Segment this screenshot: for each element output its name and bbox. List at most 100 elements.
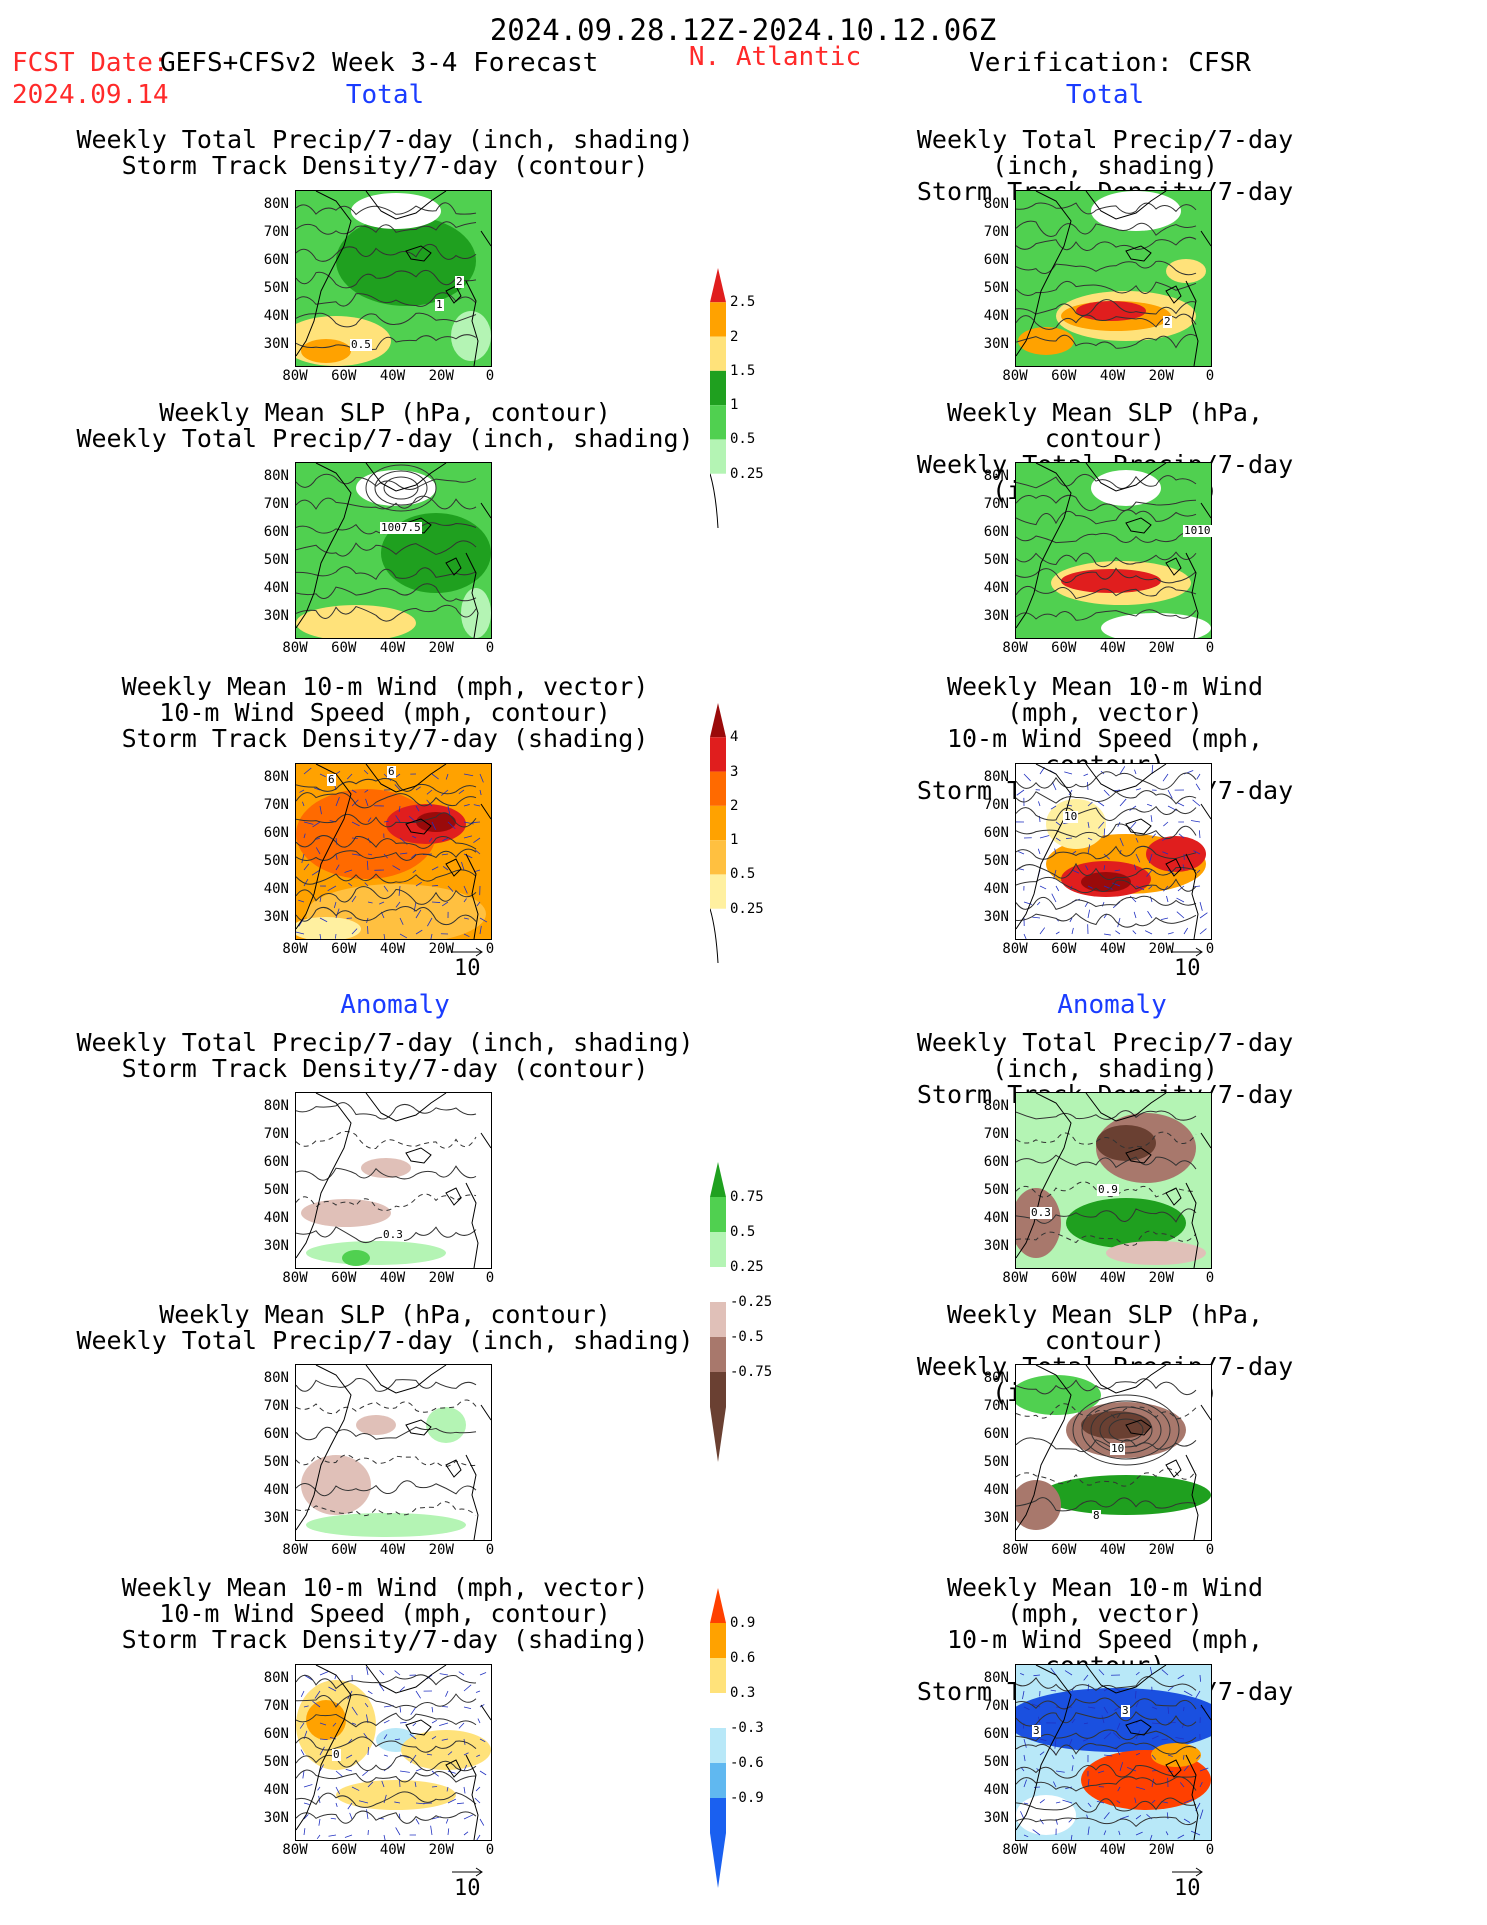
contour-label: 0.5 — [350, 338, 372, 351]
lat-tick-label: 60N — [263, 524, 289, 540]
wind-vector — [1018, 851, 1025, 855]
contour-line — [1016, 567, 1197, 584]
contour-line — [1016, 551, 1197, 568]
coastline-0 — [296, 191, 352, 357]
wind-vector — [1087, 821, 1090, 828]
wind-vector — [475, 1786, 481, 1792]
model-label: GEFS+CFSv2 Week 3-4 Forecast — [160, 48, 599, 78]
wind-vector — [394, 1801, 401, 1804]
contour-line — [296, 1399, 477, 1415]
precip-area — [301, 339, 351, 363]
coastline-4 — [1165, 1459, 1182, 1478]
wind-vector — [319, 1722, 327, 1726]
anomaly-area — [356, 1415, 396, 1435]
lon-tick-label: 40W — [379, 368, 406, 384]
wind-vector — [1103, 885, 1113, 890]
lon-tick-label: 40W — [1099, 1542, 1126, 1558]
lon-tick-label: 60W — [1051, 640, 1077, 656]
ver-total-slp-plot — [1016, 463, 1211, 638]
wind-vector — [447, 1770, 456, 1774]
fcst-total-slp-plot — [296, 463, 491, 638]
anomaly-area — [1066, 1198, 1186, 1248]
wind-vector — [335, 1770, 344, 1778]
contour-label: 8 — [1092, 1509, 1101, 1522]
wind-vector — [463, 917, 469, 920]
arrow-head — [475, 947, 483, 957]
lon-tick-label: 60W — [1051, 1842, 1077, 1858]
contour-line — [296, 292, 477, 307]
storm-anomaly-colorbar — [710, 1588, 726, 1888]
wind-vector — [1119, 798, 1127, 807]
contour-line — [1016, 1742, 1197, 1757]
wind-vector — [303, 1814, 309, 1820]
wind-vector — [1022, 1722, 1025, 1729]
wind-vector — [303, 1705, 309, 1708]
vector-reference-arrow — [1172, 1867, 1203, 1877]
contour-ring — [1081, 1400, 1171, 1460]
wind-vector — [1196, 773, 1201, 780]
wind-vector — [1101, 1715, 1105, 1724]
wind-vector — [335, 1786, 340, 1795]
lat-tick-label: 80N — [263, 468, 289, 484]
wind-vector — [1050, 805, 1057, 810]
coastline-0 — [1016, 1093, 1072, 1259]
wind-vector — [1039, 885, 1047, 890]
wind-vector — [1052, 1781, 1057, 1788]
wind-vector — [1126, 1767, 1137, 1772]
colorbar-tick-label: 0.25 — [730, 900, 764, 917]
date-range-title: 2024.09.28.12Z-2024.10.12.06Z — [489, 13, 997, 47]
colorbar-segment — [710, 1232, 726, 1267]
contour-line — [1016, 1110, 1197, 1121]
lon-tick-label: 60W — [331, 368, 357, 384]
lon-tick-label: 40W — [1099, 1842, 1126, 1858]
wind-vector — [351, 1706, 358, 1716]
colorbar-segment — [710, 1728, 726, 1763]
wind-vector — [319, 933, 322, 939]
storm-area — [296, 917, 361, 939]
wind-vector — [1151, 1799, 1156, 1804]
wind-vector — [1135, 853, 1141, 863]
wind-vector — [381, 1780, 385, 1788]
arrow-head — [1195, 947, 1203, 957]
wind-vector — [1031, 1703, 1041, 1708]
wind-vector — [445, 1818, 449, 1824]
lon-tick-label: 0 — [1205, 941, 1215, 957]
wind-vector — [441, 901, 449, 907]
wind-vector — [303, 821, 314, 825]
wind-vector — [1199, 1809, 1204, 1820]
coastline-0 — [1016, 764, 1072, 930]
coastline-3 — [1185, 1754, 1199, 1840]
lon-tick-label: 20W — [1148, 1842, 1174, 1858]
coastline-1 — [365, 1665, 447, 1694]
wind-vector — [1032, 916, 1041, 919]
lat-tick-label: 80N — [983, 1670, 1009, 1686]
contour-line — [296, 495, 477, 510]
anomaly-area — [342, 1250, 370, 1266]
lat-tick-label: 50N — [983, 1454, 1009, 1470]
lon-tick-label: 0 — [1205, 1270, 1215, 1286]
wind-vector — [475, 1690, 481, 1693]
coastline-5 — [1200, 803, 1211, 820]
anomaly-area — [306, 1241, 446, 1265]
colorbar-segment — [710, 370, 726, 406]
wind-vector — [358, 1800, 369, 1804]
wind-vector — [1115, 930, 1121, 935]
contour-line — [1016, 299, 1197, 317]
wind-vector — [328, 1834, 337, 1837]
contour-label: 0.3 — [382, 1228, 404, 1241]
wind-vector — [399, 933, 408, 939]
wind-vector — [441, 853, 449, 856]
wind-vector — [1181, 1722, 1185, 1729]
wind-vector — [1199, 928, 1207, 935]
wind-vector — [1135, 788, 1141, 791]
coastline-0 — [296, 463, 352, 629]
colorbar-tick-label: -0.6 — [730, 1755, 764, 1771]
wind-vector — [319, 1746, 325, 1756]
contour-line — [1016, 473, 1197, 489]
wind-vector — [415, 882, 422, 887]
contour-line — [1016, 1468, 1197, 1487]
coastline-5 — [480, 1404, 491, 1421]
wind-vector — [1183, 1754, 1185, 1760]
wind-vector — [1199, 1767, 1209, 1772]
anomaly-area — [1081, 1411, 1151, 1439]
